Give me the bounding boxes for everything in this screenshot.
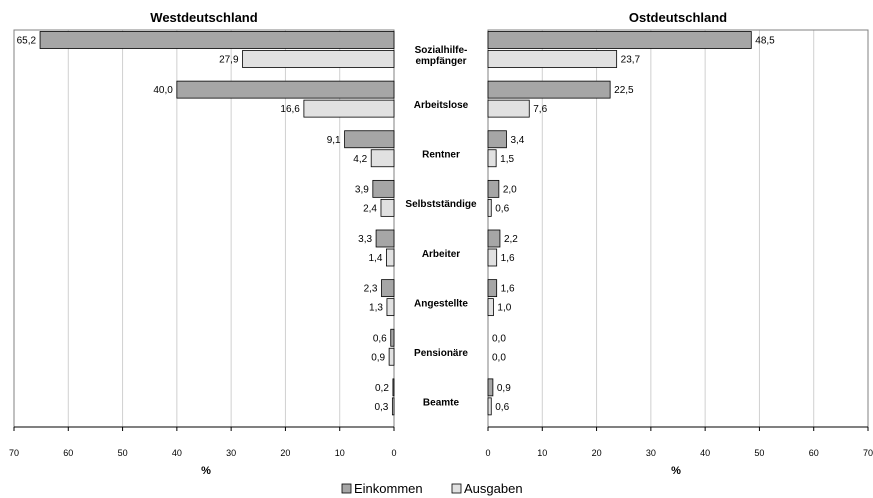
bar-einkommen: [487, 31, 752, 49]
data-label: 2,2: [504, 234, 518, 245]
bar-ausgaben: [303, 99, 395, 118]
data-label: 0,6: [495, 203, 509, 214]
bar-ausgaben: [391, 397, 395, 416]
data-label: 0,3: [374, 402, 388, 413]
bar-einkommen: [372, 179, 395, 198]
bar-ausgaben: [487, 198, 492, 217]
category-label: Arbeitslose: [414, 100, 469, 111]
bar-einkommen: [344, 130, 395, 149]
tick-label: 0: [391, 448, 396, 458]
data-label: 0,6: [373, 333, 387, 344]
data-label: 7,6: [533, 104, 547, 115]
bar-ausgaben: [388, 347, 395, 366]
category-label: Pensionäre: [414, 348, 468, 359]
tick-label: 20: [280, 448, 290, 458]
data-label: 1,5: [500, 154, 514, 165]
data-label: 1,3: [369, 303, 383, 314]
legend-swatch-ausgaben: [451, 483, 462, 494]
tick-label: 60: [63, 448, 73, 458]
panel-title: Ostdeutschland: [629, 10, 727, 25]
data-label: 1,6: [501, 253, 515, 264]
data-label: 0,9: [497, 383, 511, 394]
bar-einkommen: [176, 80, 395, 99]
data-label: 40,0: [153, 85, 173, 96]
tick-label: 20: [592, 448, 602, 458]
category-label: Beamte: [423, 398, 460, 409]
bar-ausgaben: [370, 149, 395, 168]
tick-label: 40: [700, 448, 710, 458]
data-label: 0,9: [371, 352, 385, 363]
bar-einkommen: [381, 279, 395, 298]
tick-label: 0: [485, 448, 490, 458]
bar-ausgaben: [242, 50, 395, 68]
bar-einkommen: [487, 80, 611, 99]
tick-label: 70: [9, 448, 19, 458]
data-label: 2,0: [503, 184, 517, 195]
data-label: 0,2: [375, 383, 389, 394]
category-label: Angestellte: [414, 298, 468, 309]
data-label: 3,4: [510, 135, 524, 146]
data-label: 3,9: [355, 184, 369, 195]
bar-einkommen: [390, 328, 395, 347]
bar-einkommen: [487, 378, 494, 397]
bar-ausgaben: [487, 397, 492, 416]
tick-label: 30: [226, 448, 236, 458]
panel-title: Westdeutschland: [150, 10, 257, 25]
category-label: empfänger: [415, 56, 466, 67]
bar-einkommen: [487, 130, 507, 149]
bar-ausgaben: [386, 298, 395, 317]
data-label: 0,0: [492, 352, 506, 363]
bar-ausgaben: [487, 99, 530, 118]
bar-ausgaben: [487, 149, 497, 168]
tick-label: 70: [863, 448, 873, 458]
bar-einkommen: [487, 229, 501, 248]
x-axis-label: %: [201, 465, 211, 477]
category-label: Sozialhilfe-: [415, 45, 468, 56]
legend-label: Ausgaben: [464, 481, 523, 496]
tick-label: 50: [118, 448, 128, 458]
data-label: 0,0: [492, 333, 506, 344]
tick-label: 10: [537, 448, 547, 458]
data-label: 0,6: [495, 402, 509, 413]
data-label: 16,6: [280, 104, 300, 115]
x-axis-label: %: [671, 465, 681, 477]
bar-ausgaben: [487, 50, 618, 68]
legend-label: Einkommen: [354, 481, 423, 496]
category-label: Rentner: [422, 150, 460, 161]
bar-ausgaben: [385, 248, 395, 267]
bar-einkommen: [375, 229, 395, 248]
category-label: Arbeiter: [422, 249, 460, 260]
bar-ausgaben: [487, 298, 494, 317]
data-label: 1,0: [497, 303, 511, 314]
bar-einkommen: [487, 179, 500, 198]
data-label: 23,7: [621, 55, 641, 66]
data-label: 27,9: [219, 55, 239, 66]
data-label: 48,5: [755, 36, 775, 47]
tick-label: 40: [172, 448, 182, 458]
data-label: 1,6: [501, 284, 515, 295]
data-label: 3,3: [358, 234, 372, 245]
bar-einkommen: [392, 378, 395, 397]
data-label: 2,4: [363, 203, 377, 214]
bar-einkommen: [39, 31, 395, 49]
bar-ausgaben: [487, 248, 498, 267]
data-label: 9,1: [327, 135, 341, 146]
legend-swatch-einkommen: [341, 483, 352, 494]
tick-label: 60: [809, 448, 819, 458]
data-label: 1,4: [368, 253, 382, 264]
tick-label: 10: [335, 448, 345, 458]
tick-label: 30: [646, 448, 656, 458]
category-label: Selbstständige: [405, 199, 477, 210]
data-label: 65,2: [17, 36, 37, 47]
tick-label: 50: [754, 448, 764, 458]
data-label: 2,3: [364, 284, 378, 295]
data-label: 4,2: [353, 154, 367, 165]
data-label: 22,5: [614, 85, 634, 96]
bar-ausgaben: [380, 198, 395, 217]
bar-einkommen: [487, 279, 498, 298]
